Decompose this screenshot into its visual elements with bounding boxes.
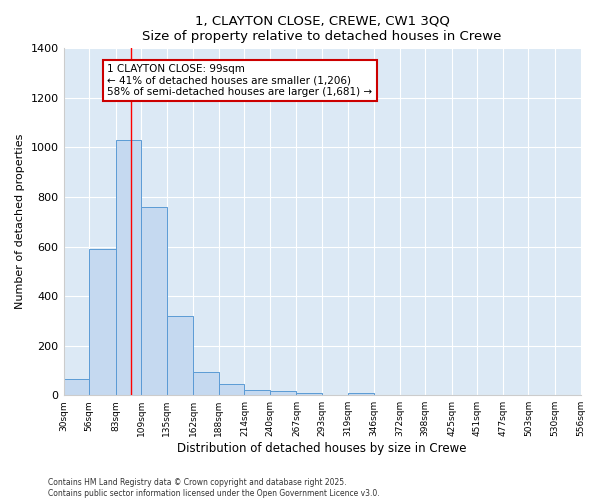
Text: Contains HM Land Registry data © Crown copyright and database right 2025.
Contai: Contains HM Land Registry data © Crown c… — [48, 478, 380, 498]
Bar — [89, 249, 116, 395]
Bar — [219, 384, 244, 395]
Bar — [64, 379, 89, 395]
Bar — [296, 392, 322, 395]
Bar — [244, 390, 270, 395]
Bar — [347, 392, 374, 395]
Bar — [141, 207, 167, 395]
Bar — [270, 392, 296, 395]
Bar — [167, 316, 193, 395]
Y-axis label: Number of detached properties: Number of detached properties — [15, 134, 25, 310]
Title: 1, CLAYTON CLOSE, CREWE, CW1 3QQ
Size of property relative to detached houses in: 1, CLAYTON CLOSE, CREWE, CW1 3QQ Size of… — [142, 15, 502, 43]
Bar — [116, 140, 141, 395]
Text: 1 CLAYTON CLOSE: 99sqm
← 41% of detached houses are smaller (1,206)
58% of semi-: 1 CLAYTON CLOSE: 99sqm ← 41% of detached… — [107, 64, 373, 97]
X-axis label: Distribution of detached houses by size in Crewe: Distribution of detached houses by size … — [177, 442, 467, 455]
Bar — [193, 372, 219, 395]
